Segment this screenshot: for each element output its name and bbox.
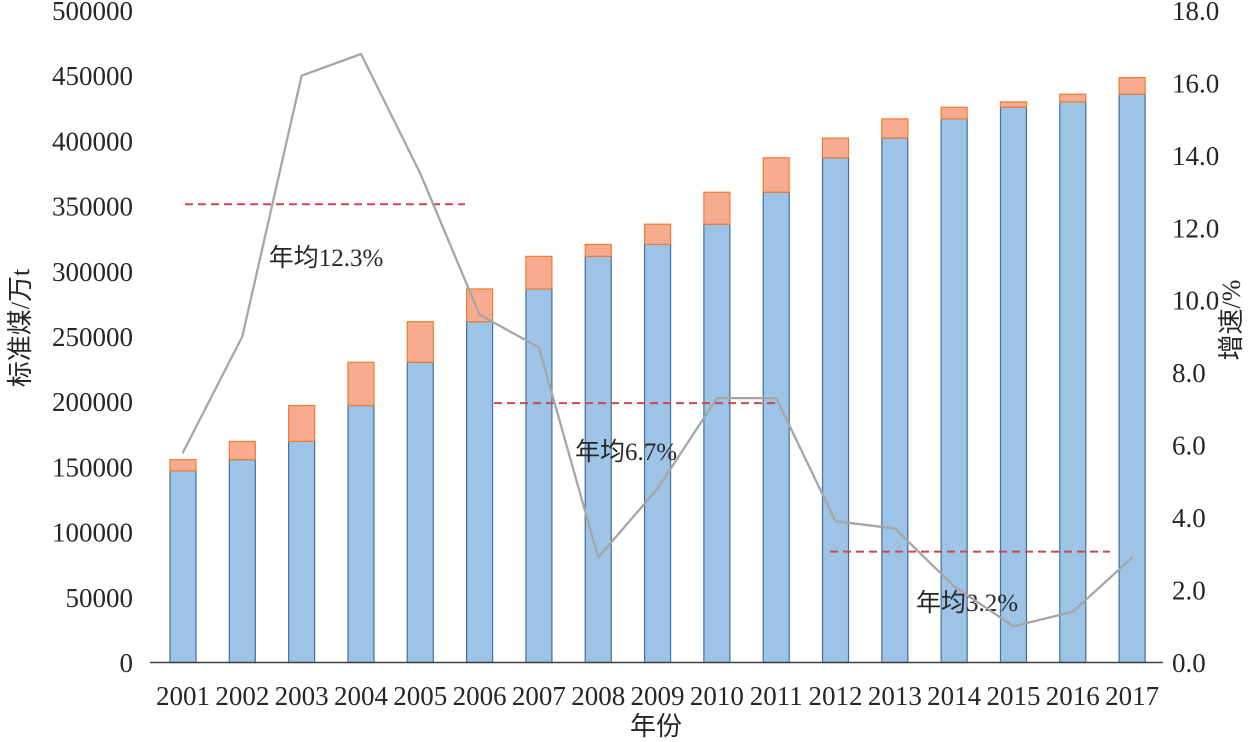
left-axis-tick-400000: 400000 <box>52 126 133 156</box>
left-axis-tick-350000: 350000 <box>52 192 133 222</box>
x-axis-tick-2001: 2001 <box>156 681 210 711</box>
x-axis-tick-2008: 2008 <box>571 681 625 711</box>
left-axis-tick-300000: 300000 <box>52 257 133 287</box>
right-axis-tick-0.0: 0.0 <box>1172 648 1206 678</box>
x-axis-tick-2002: 2002 <box>215 681 269 711</box>
bar-base-2007 <box>525 288 553 664</box>
x-axis-tick-2009: 2009 <box>631 681 685 711</box>
bar-increment-2015 <box>999 101 1028 108</box>
annotation-label-2: 年均6.7% <box>575 438 677 466</box>
right-axis-tick-6.0: 6.0 <box>1172 431 1206 461</box>
left-axis-tick-500000: 500000 <box>52 0 133 26</box>
left-axis-tick-0: 0 <box>120 648 134 678</box>
right-axis-tick-12.0: 12.0 <box>1172 213 1219 243</box>
x-axis-tick-2011: 2011 <box>750 681 803 711</box>
x-axis-tick-2007: 2007 <box>512 681 566 711</box>
x-axis-tick-2006: 2006 <box>453 681 507 711</box>
bar-increment-2007 <box>525 255 553 290</box>
x-axis-tick-2014: 2014 <box>927 681 982 711</box>
bar-base-2005 <box>406 361 434 664</box>
bar-increment-2010 <box>703 191 731 225</box>
bar-increment-2012 <box>821 137 850 159</box>
bar-increment-2008 <box>584 243 612 257</box>
bar-base-2015 <box>999 106 1028 664</box>
left-axis-tick-200000: 200000 <box>52 387 133 417</box>
right-axis-tick-4.0: 4.0 <box>1172 503 1206 533</box>
x-axis-tick-2003: 2003 <box>275 681 329 711</box>
x-axis-title: 年份 <box>630 712 682 741</box>
right-axis-tick-2.0: 2.0 <box>1172 576 1206 606</box>
right-axis-tick-8.0: 8.0 <box>1172 358 1206 388</box>
bar-increment-2009 <box>643 223 672 246</box>
bar-base-2010 <box>703 223 731 664</box>
bar-base-2016 <box>1059 101 1087 664</box>
x-axis-tick-2004: 2004 <box>334 681 389 711</box>
bar-increment-2013 <box>881 118 909 139</box>
right-axis-title: 增速/% <box>1217 280 1246 361</box>
bar-base-2003 <box>288 440 316 664</box>
x-axis-tick-2015: 2015 <box>986 681 1040 711</box>
right-axis-tick-16.0: 16.0 <box>1172 68 1219 98</box>
bar-base-2008 <box>584 255 612 664</box>
left-axis-title: 标准煤/万t <box>6 268 35 387</box>
right-axis-tick-18.0: 18.0 <box>1172 0 1219 26</box>
annotation-label-1: 年均12.3% <box>269 244 384 272</box>
right-axis-tick-14.0: 14.0 <box>1172 141 1219 171</box>
bar-base-2004 <box>347 404 375 664</box>
x-axis-tick-2017: 2017 <box>1105 681 1159 711</box>
bar-base-2013 <box>881 137 909 664</box>
growth-rate-line <box>181 52 1134 628</box>
left-axis-tick-250000: 250000 <box>52 322 133 352</box>
left-axis-tick-150000: 150000 <box>52 452 133 482</box>
left-axis-tick-50000: 50000 <box>66 583 134 613</box>
bar-base-2002 <box>228 459 256 664</box>
x-axis-tick-2005: 2005 <box>393 681 447 711</box>
bar-base-2006 <box>466 321 494 664</box>
x-axis-tick-2010: 2010 <box>690 681 744 711</box>
bar-base-2014 <box>940 118 968 664</box>
bar-base-2017 <box>1118 93 1146 664</box>
right-axis-tick-10.0: 10.0 <box>1172 286 1219 316</box>
left-axis-tick-450000: 450000 <box>52 61 133 91</box>
bar-increment-2005 <box>406 321 434 363</box>
bar-increment-2002 <box>228 440 256 461</box>
bar-increment-2003 <box>288 404 316 442</box>
bar-increment-2014 <box>940 106 968 120</box>
annotation-label-3: 年均3.2% <box>916 589 1018 617</box>
bar-increment-2017 <box>1118 77 1146 95</box>
bar-increment-2004 <box>347 361 375 407</box>
bar-base-2011 <box>762 191 790 664</box>
x-axis-tick-2016: 2016 <box>1046 681 1100 711</box>
bar-increment-2016 <box>1059 93 1087 103</box>
bar-base-2012 <box>821 157 850 664</box>
bar-base-2001 <box>169 470 197 664</box>
bar-increment-2001 <box>169 459 197 472</box>
x-axis-tick-2013: 2013 <box>868 681 922 711</box>
x-axis-tick-2012: 2012 <box>809 681 863 711</box>
left-axis-tick-100000: 100000 <box>52 518 133 548</box>
bar-increment-2011 <box>762 157 790 193</box>
